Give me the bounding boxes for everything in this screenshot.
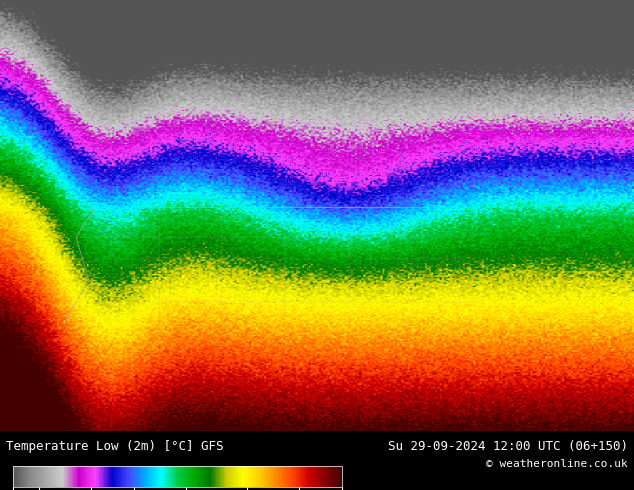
Text: © weatheronline.co.uk: © weatheronline.co.uk [486, 459, 628, 468]
Text: Su 29-09-2024 12:00 UTC (06+150): Su 29-09-2024 12:00 UTC (06+150) [387, 440, 628, 453]
Text: Temperature Low (2m) [°C] GFS: Temperature Low (2m) [°C] GFS [6, 440, 224, 453]
